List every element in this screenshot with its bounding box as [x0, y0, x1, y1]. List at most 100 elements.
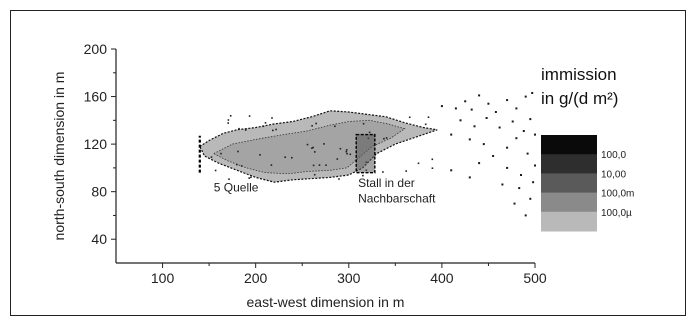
scatter-point — [529, 118, 532, 121]
scatter-point — [459, 119, 462, 122]
scatter-point — [470, 108, 473, 111]
x-tick-label: 400 — [430, 270, 454, 286]
plume-speck — [259, 154, 261, 156]
scatter-point — [464, 100, 467, 103]
plume-speck — [336, 158, 339, 160]
plume-speck — [385, 137, 388, 139]
plume-speck — [339, 147, 342, 150]
x-tick-label: 100 — [151, 270, 175, 286]
legend-layer: immission in g/(d m²) 100,0 10,00 100,0m 100,… — [541, 65, 634, 232]
plume-speck — [210, 156, 213, 158]
legend-title-line1: immission — [541, 65, 617, 84]
plume-speck — [227, 119, 230, 121]
legend-color-band — [541, 154, 597, 174]
plume-speck — [240, 165, 243, 167]
scatter-point — [524, 95, 527, 98]
plume-speck — [237, 150, 239, 153]
scatter-point — [515, 137, 518, 140]
plume-speck — [272, 129, 274, 132]
plume-speck — [325, 164, 327, 166]
plume-speck — [271, 117, 273, 119]
scatter-point — [531, 92, 534, 94]
scatter-point — [506, 166, 509, 169]
legend-title-line2: in g/(d m²) — [541, 89, 618, 108]
plume-speck — [427, 116, 430, 118]
plume-speck — [349, 153, 352, 156]
plume-speck — [315, 122, 317, 125]
scatter-point — [532, 181, 535, 184]
plume-speck — [362, 122, 365, 125]
scatter-point — [468, 138, 471, 141]
plume-speck — [312, 146, 314, 149]
plume-speck — [431, 167, 434, 169]
plume-speck — [338, 178, 340, 180]
plume-speck — [248, 115, 251, 117]
plume-speck — [275, 128, 277, 131]
legend-level-label: 10,00 — [601, 169, 626, 180]
scatter-point — [498, 126, 501, 129]
y-axis-label: north-south dimension in m — [51, 72, 67, 241]
plume-speck — [214, 169, 217, 172]
plume-speck — [220, 152, 222, 155]
scatter-point — [529, 197, 532, 200]
legend-level-label: 100,0m — [601, 189, 634, 200]
scatter-point — [534, 164, 536, 167]
plume-speck — [431, 158, 434, 161]
plume-speck — [291, 156, 293, 159]
scatter-point — [440, 105, 443, 108]
scatter-point — [522, 130, 525, 132]
plume-speck — [227, 122, 229, 124]
plume-speck — [345, 149, 348, 151]
scatter-point — [450, 169, 453, 172]
stable-building-box — [355, 133, 376, 174]
plume-speck — [236, 163, 238, 166]
scatter-point — [468, 176, 471, 179]
plume-speck — [248, 177, 250, 179]
scatter-point — [511, 120, 514, 123]
plume-speck — [311, 147, 313, 149]
legend-color-band — [541, 192, 597, 213]
legend-color-band — [541, 211, 597, 232]
plume-speck — [368, 131, 371, 134]
legend-color-band — [541, 135, 597, 155]
y-tick-label: 40 — [91, 231, 107, 247]
x-tick-label: 500 — [523, 270, 547, 286]
x-tick-label: 200 — [244, 270, 268, 286]
plume-speck — [362, 174, 364, 177]
plume-speck — [311, 125, 313, 127]
scatter-point — [506, 146, 509, 149]
scatter-point — [526, 152, 529, 155]
plume-speck — [313, 173, 316, 176]
annotation-text: 5 Quelle — [214, 181, 259, 195]
plume-speck — [417, 162, 420, 165]
y-tick-label: 120 — [84, 136, 108, 152]
scatter-point — [487, 102, 490, 105]
legend-level-label: 100,0 — [601, 150, 626, 161]
plume-speck — [382, 171, 384, 173]
scatter-point — [494, 111, 497, 113]
plume-speck — [270, 164, 273, 166]
plume-speck — [408, 116, 411, 119]
scatter-point — [513, 202, 516, 205]
plume-speck — [250, 176, 252, 179]
figure-frame — [10, 10, 686, 316]
plume-speck — [383, 137, 385, 140]
plume-speck — [229, 115, 232, 117]
scatter-point — [506, 99, 509, 102]
plume-speck — [318, 164, 321, 166]
annotation-text: Stall in der — [358, 176, 415, 190]
plume-speck — [346, 152, 348, 155]
plume-speck — [306, 143, 309, 146]
axis-layer: 100 200 300 400 500 40 80 120 160 200 east-west di… — [51, 41, 547, 310]
scatter-point — [454, 107, 457, 110]
scatter-point — [482, 143, 485, 146]
scatter-point — [518, 187, 521, 190]
scatter-point — [492, 155, 495, 157]
scatter-point — [473, 125, 476, 128]
plume-speck — [334, 125, 336, 128]
y-tick-label: 160 — [84, 89, 108, 105]
scatter-point — [520, 174, 522, 176]
plume-speck — [405, 170, 407, 172]
